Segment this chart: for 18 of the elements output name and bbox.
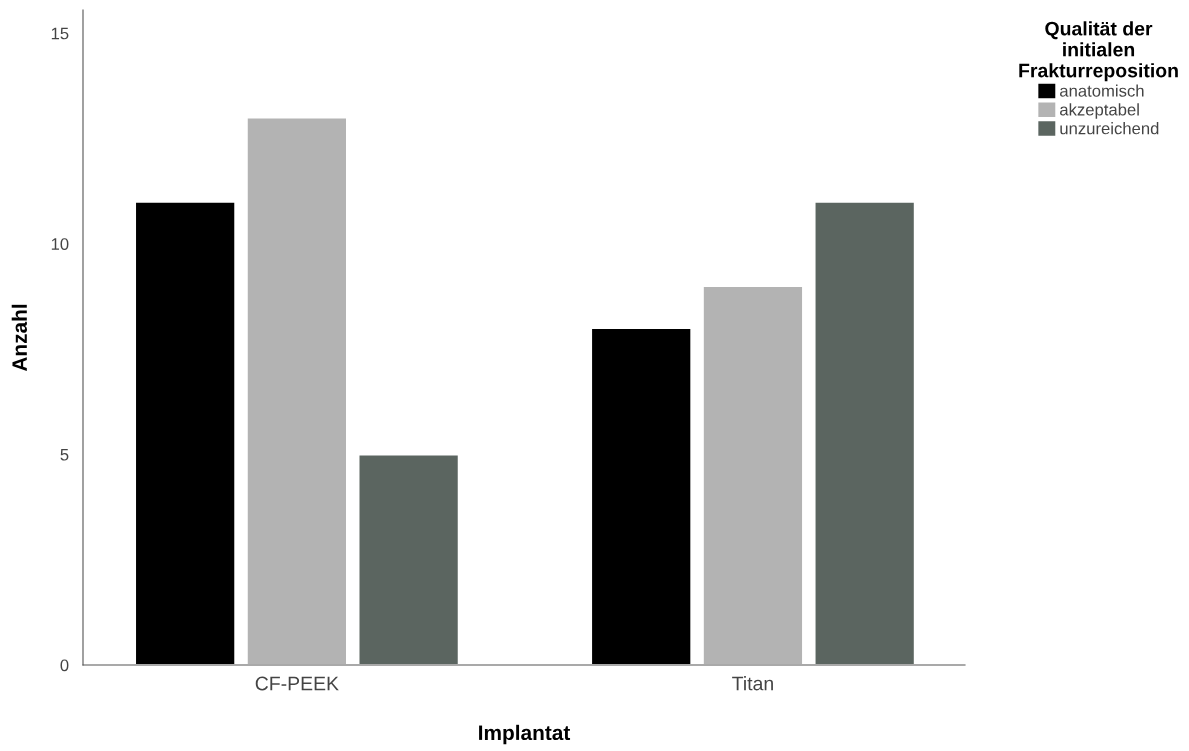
x-tick-label: CF-PEEK [255, 676, 339, 691]
x-axis-title: Implantat [479, 724, 571, 745]
y-tick-label: 15 [51, 27, 69, 40]
y-tick-label: 5 [60, 448, 69, 461]
legend-label: akzeptabel [1060, 103, 1139, 119]
bar [245, 116, 349, 665]
x-tick-label: Titan [732, 676, 773, 691]
bar [701, 284, 805, 665]
bar [357, 453, 460, 665]
legend-title: Qualität der initialen Frakturreposition [1019, 21, 1178, 82]
y-axis-title: Anzahl [11, 304, 28, 372]
bar [590, 326, 693, 665]
legend-label: unzureichend [1060, 122, 1159, 135]
y-tick-label: 10 [51, 238, 69, 250]
bar [133, 200, 237, 665]
y-tick-label: 0 [60, 659, 69, 672]
bar [813, 200, 916, 665]
legend-label: anatomisch [1060, 84, 1144, 97]
